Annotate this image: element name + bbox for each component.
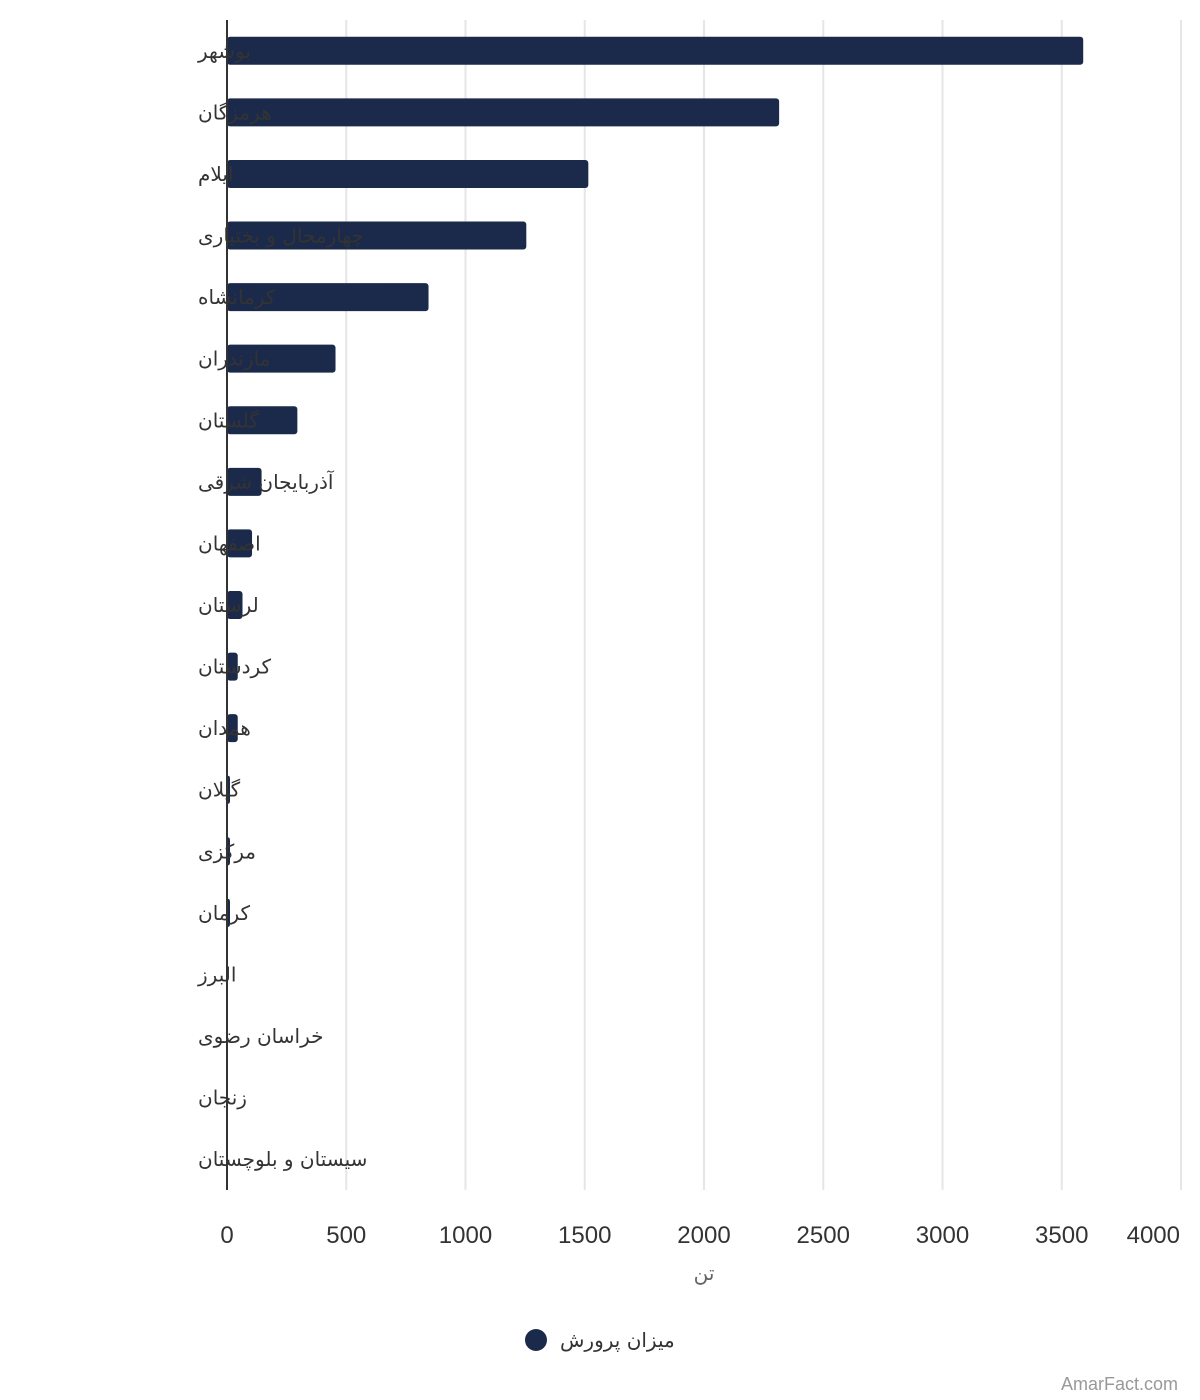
x-tick-label: 500 (326, 1222, 366, 1249)
bar[interactable] (227, 98, 780, 127)
category-label: گلستان (198, 408, 259, 432)
category-label: بوشهر (197, 39, 251, 63)
category-label: چهارمحال و بختیاری (198, 224, 364, 248)
category-label: مرکزی (198, 839, 256, 863)
bar[interactable] (227, 591, 243, 619)
x-tick-label: 3000 (916, 1222, 969, 1249)
x-tick-label: 1500 (558, 1222, 611, 1249)
category-label: اصفهان (198, 531, 261, 555)
x-tick-label: 4000 (1127, 1222, 1180, 1249)
x-axis-title: تن (694, 1261, 715, 1285)
category-label: زنجان (198, 1086, 247, 1110)
bar[interactable] (227, 221, 527, 250)
category-label: کردستان (198, 655, 272, 679)
bar[interactable] (227, 467, 262, 496)
credit-text: AmarFact.com (1061, 1374, 1178, 1394)
legend-label: میزان پرورش (560, 1328, 675, 1353)
bar[interactable] (227, 652, 238, 681)
x-tick-label: 0 (220, 1222, 233, 1249)
x-tick-label: 2500 (797, 1222, 850, 1249)
category-label: هرمزگان (198, 100, 272, 124)
category-label: لرستان (198, 593, 259, 617)
category-label: خراسان رضوی (198, 1024, 323, 1048)
x-tick-label: 1000 (439, 1222, 492, 1249)
category-label: همدان (198, 716, 251, 740)
bar[interactable] (227, 36, 1084, 65)
legend-marker (525, 1329, 547, 1351)
bar[interactable] (227, 283, 429, 312)
category-label: آذربایجان شرقی (198, 469, 335, 494)
bar[interactable] (227, 344, 336, 373)
bars (227, 36, 1084, 927)
category-label: کرمان (198, 901, 251, 925)
category-label: البرز (197, 962, 236, 986)
gridlines (345, 20, 1182, 1190)
category-labels: بوشهر هرمزگان ایلام چهارمحال و بختیاری کرمان… (197, 39, 367, 1171)
x-tick-label: 2000 (677, 1222, 730, 1249)
category-label: مازندران (198, 347, 270, 371)
bar[interactable] (227, 529, 253, 558)
x-tick-label: 3500 (1035, 1222, 1088, 1249)
category-label: گیلان (198, 778, 241, 802)
legend[interactable]: میزان پرورش (525, 1328, 675, 1353)
x-tick-labels: 0 500 1000 1500 2000 2500 3000 3500 4000 (220, 1222, 1180, 1249)
category-label: ایلام (198, 162, 233, 186)
category-label: سیستان و بلوچستان (198, 1147, 367, 1171)
bar[interactable] (227, 159, 589, 188)
category-label: کرمانشاه (198, 285, 276, 309)
bar[interactable] (227, 714, 238, 743)
bar[interactable] (227, 406, 298, 435)
